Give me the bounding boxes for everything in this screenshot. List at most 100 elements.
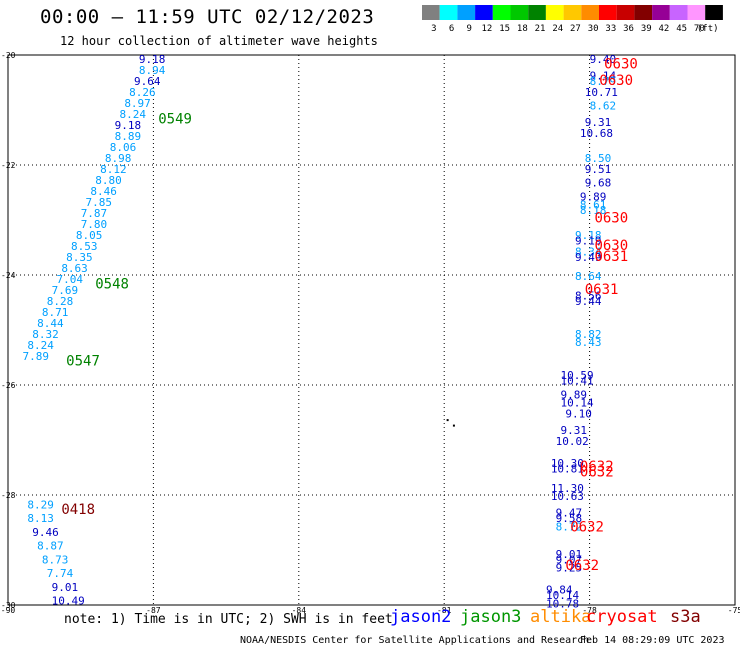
legend-swatch	[422, 5, 440, 20]
pass-time-label: 0632	[565, 558, 599, 574]
wave-height-point: 10.81	[551, 463, 584, 476]
wave-height-point: 8.13	[27, 512, 53, 525]
wave-height-point: 9.68	[585, 177, 612, 190]
wave-height-point: 8.56	[575, 289, 602, 302]
wave-height-point: 9.40	[590, 53, 617, 66]
wave-height-point: 8.44	[37, 317, 64, 330]
wave-height-point: 9.47	[556, 507, 583, 520]
wave-height-point: 7.85	[86, 196, 113, 209]
wave-height-point: 8.71	[42, 306, 69, 319]
plot-frame	[7, 54, 736, 606]
y-tick-label: -22	[1, 161, 16, 170]
wave-height-point: 8.05	[76, 229, 103, 242]
y-tick-label: -20	[1, 51, 16, 60]
x-tick-label: -84	[292, 606, 307, 615]
wave-height-point: 10.30	[551, 457, 584, 470]
wave-height-point: 8.89	[115, 130, 142, 143]
x-tick-label: -78	[582, 606, 597, 615]
satellite-s3a: s3a	[670, 607, 701, 627]
pass-time-label: 0632	[580, 459, 614, 475]
legend-label: 9	[467, 24, 472, 34]
legend-label: 27	[570, 24, 581, 34]
wave-height-point: 9.07	[556, 553, 583, 566]
wave-height-point: 8.64	[575, 270, 602, 283]
wave-height-point: 8.43	[575, 336, 602, 349]
wave-height-point: 8.79	[590, 75, 617, 88]
pass-time-label: 0630	[594, 210, 628, 226]
legend-swatch	[705, 5, 723, 20]
legend-label: 36	[623, 24, 634, 34]
wave-height-point: 8.97	[124, 97, 151, 110]
wave-height-point: 10.41	[561, 375, 594, 388]
chart-grid	[7, 54, 736, 606]
page-title: 00:00 – 11:59 UTC 02/12/2023	[40, 6, 375, 28]
generated-timestamp: Feb 14 08:29:09 UTC 2023	[580, 635, 725, 646]
satellite-cryosat: cryosat	[586, 607, 658, 627]
wave-height-point: 7.04	[56, 273, 83, 286]
legend-unit: (ft)	[697, 24, 719, 34]
legend-swatch	[669, 5, 688, 20]
pass-time-label: 0632	[570, 519, 604, 535]
wave-height-point: 8.73	[42, 553, 69, 566]
legend-swatch	[475, 5, 493, 20]
color-legend: 3 6 9 12 15 18 21 24 27 30 33 36 39 42 45 70(ft)	[422, 5, 723, 34]
legend-label: 30	[588, 24, 599, 34]
wave-height-point: 9.25	[556, 562, 583, 575]
pass-time-label: 0630	[604, 56, 638, 72]
data-mark	[446, 419, 449, 422]
legend-swatch	[457, 5, 476, 20]
pass-time-label: 0632	[580, 464, 614, 480]
legend-label: 70	[694, 24, 705, 34]
legend-swatch	[510, 5, 529, 20]
wave-height-point: 9.01	[556, 548, 583, 561]
wave-height-point: 8.53	[71, 240, 98, 253]
wave-height-point: 9.89	[561, 388, 588, 401]
wave-height-point: 8.29	[27, 498, 53, 511]
wave-height-point: 9.51	[585, 163, 612, 176]
wave-height-point: 9.46	[32, 526, 59, 539]
wave-height-point: 9.84	[546, 584, 573, 597]
wave-height-point: 8.26	[129, 86, 156, 99]
legend-swatch	[492, 5, 511, 20]
y-tick-label: -28	[1, 491, 16, 500]
legend-swatch	[599, 5, 617, 20]
wave-height-point: 9.64	[134, 75, 161, 88]
data-points: 9.188.949.648.268.978.249.188.898.068.98…	[23, 53, 618, 610]
wave-height-point: 9.01	[52, 581, 78, 594]
wave-height-point: 9.19	[575, 234, 602, 247]
legend-swatch	[563, 5, 582, 20]
legend-swatch	[616, 5, 635, 20]
wave-height-point: 10.02	[556, 435, 589, 448]
legend-label: 33	[605, 24, 616, 34]
wave-height-point: 9.89	[580, 190, 607, 203]
pass-time-label: 0418	[61, 502, 95, 518]
satellite-jason2: jason2	[390, 607, 452, 627]
wave-height-point: 11.30	[551, 482, 584, 495]
pass-time-label: 0548	[95, 276, 129, 292]
wave-height-point: 9.44	[575, 295, 602, 308]
pass-time-label: 0631	[585, 282, 619, 298]
wave-height-point: 8.61	[580, 199, 607, 212]
pass-time-label: 0549	[158, 111, 192, 127]
x-tick-label: -87	[146, 606, 161, 615]
wave-height-point: 8.94	[139, 64, 166, 77]
wave-height-point: 8.35	[66, 251, 93, 264]
y-tick-label: -24	[1, 271, 16, 280]
wave-height-point: 9.31	[585, 116, 612, 129]
wave-height-point: 8.63	[61, 262, 88, 275]
pass-time-label: 0547	[66, 353, 100, 369]
wave-height-point: 8.18	[580, 204, 607, 217]
wave-height-point: 8.32	[32, 328, 59, 341]
wave-height-point: 8.80	[95, 174, 122, 187]
wave-height-point: 9.14	[590, 69, 617, 82]
y-tick-label: -30	[1, 601, 16, 610]
legend-swatch	[652, 5, 670, 20]
wave-height-point: 8.62	[590, 100, 617, 113]
wave-height-point: 7.69	[52, 284, 78, 297]
wave-height-point: 10.49	[52, 595, 85, 608]
wave-height-point: 8.24	[27, 339, 54, 352]
wave-height-point: 7.87	[81, 207, 108, 220]
wave-height-point: 7.89	[23, 350, 50, 363]
satellite-altika: altika	[530, 607, 592, 627]
